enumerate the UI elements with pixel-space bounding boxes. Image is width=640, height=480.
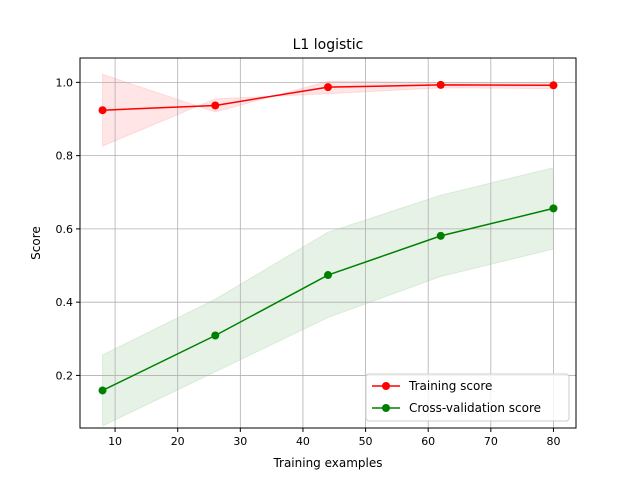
data-point-1-0 xyxy=(98,386,107,395)
y-axis-label: Score xyxy=(29,226,43,260)
data-point-1-3 xyxy=(436,231,445,240)
plot-frame xyxy=(79,57,577,429)
x-tick-label-4: 50 xyxy=(359,435,373,448)
x-tick-label-3: 40 xyxy=(296,435,310,448)
data-point-1-4 xyxy=(549,204,558,213)
x-tick-label-6: 70 xyxy=(484,435,498,448)
data-point-0-3 xyxy=(436,80,445,89)
legend-items: Training score Cross-validation score xyxy=(372,379,541,415)
grid-lines xyxy=(80,58,576,428)
x-tick-label-7: 80 xyxy=(546,435,560,448)
chart-title: L1 logistic xyxy=(293,37,364,53)
x-tick-label-1: 20 xyxy=(171,435,185,448)
y-axis-ticks: 0.2 0.4 0.6 0.8 1.0 xyxy=(56,76,80,382)
data-point-1-1 xyxy=(211,331,220,340)
legend-box xyxy=(365,373,570,422)
y-tick-label-0: 0.2 xyxy=(56,369,74,382)
data-point-0-0 xyxy=(98,106,107,115)
legend-label-1: Cross-validation score xyxy=(409,401,541,415)
y-tick-label-2: 0.6 xyxy=(56,223,74,236)
legend: Training score Cross-validation score xyxy=(365,373,570,422)
legend-label-0: Training score xyxy=(408,379,492,393)
x-tick-label-0: 10 xyxy=(108,435,122,448)
data-point-0-1 xyxy=(211,101,220,110)
x-tick-label-5: 60 xyxy=(421,435,435,448)
legend-marker-1 xyxy=(382,404,390,412)
data-point-1-2 xyxy=(324,271,332,280)
x-axis-ticks: 10 20 30 40 50 60 70 80 xyxy=(108,428,560,448)
data-point-0-2 xyxy=(324,83,332,92)
legend-marker-0 xyxy=(382,382,390,390)
y-tick-label-4: 1.0 xyxy=(56,76,74,89)
series-points xyxy=(98,80,558,395)
x-tick-label-2: 30 xyxy=(233,435,247,448)
y-tick-label-3: 0.8 xyxy=(56,150,74,163)
data-point-0-4 xyxy=(549,81,558,90)
y-tick-label-1: 0.4 xyxy=(56,296,74,309)
x-axis-label: Training examples xyxy=(272,456,382,470)
